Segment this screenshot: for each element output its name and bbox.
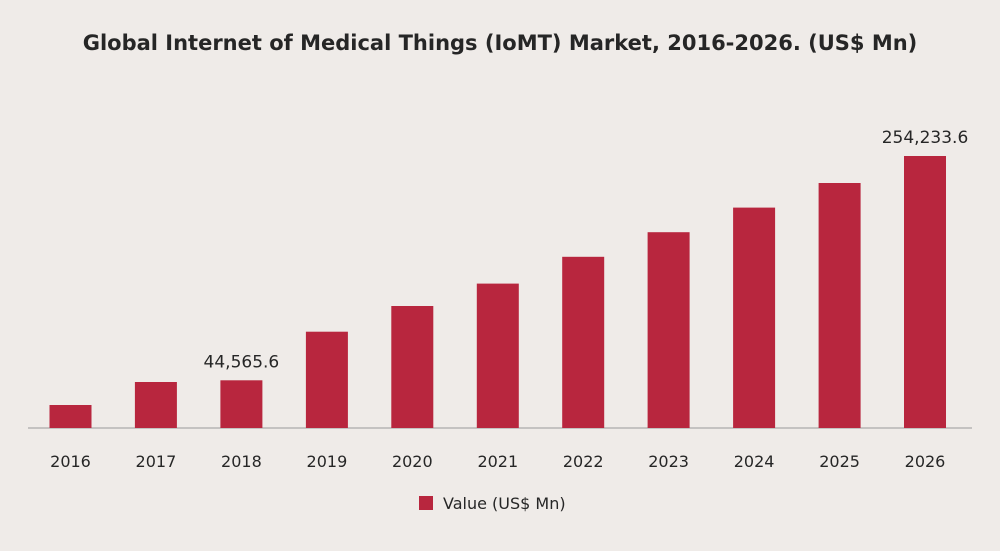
x-tick-label-2016: 2016 [50,452,91,471]
legend: Value (US$ Mn) [419,494,566,513]
x-tick-label-2020: 2020 [392,452,433,471]
data-label-2026: 254,233.6 [882,128,969,148]
bar-2022 [562,256,605,428]
bar-2019 [305,331,348,428]
x-tick-label-2023: 2023 [648,452,689,471]
x-tick-label-2024: 2024 [734,452,775,471]
legend-label: Value (US$ Mn) [443,494,566,513]
bar-2025 [818,183,861,428]
x-tick-label-2017: 2017 [136,452,177,471]
bar-2017 [134,382,177,428]
bars-group [49,156,946,428]
x-tick-label-2019: 2019 [307,452,348,471]
x-tick-label-2025: 2025 [819,452,860,471]
chart-title: Global Internet of Medical Things (IoMT)… [83,31,918,55]
data-label-2018: 44,565.6 [204,352,280,372]
x-tick-label-2022: 2022 [563,452,604,471]
x-tick-label-2026: 2026 [905,452,946,471]
bar-2018 [220,380,263,428]
bar-2023 [647,232,690,428]
bar-2016 [49,405,92,428]
bar-2024 [733,207,776,428]
x-tick-labels: 2016 2017 2018 2019 2020 2021 2022 2023 2024 2025… [50,452,945,471]
x-tick-label-2021: 2021 [477,452,518,471]
legend-swatch [419,496,433,510]
data-labels: 44,565.6 254,233.6 [204,128,969,372]
x-tick-label-2018: 2018 [221,452,262,471]
bar-2021 [476,283,519,428]
bar-2020 [391,306,434,428]
bar-2026 [904,156,946,428]
